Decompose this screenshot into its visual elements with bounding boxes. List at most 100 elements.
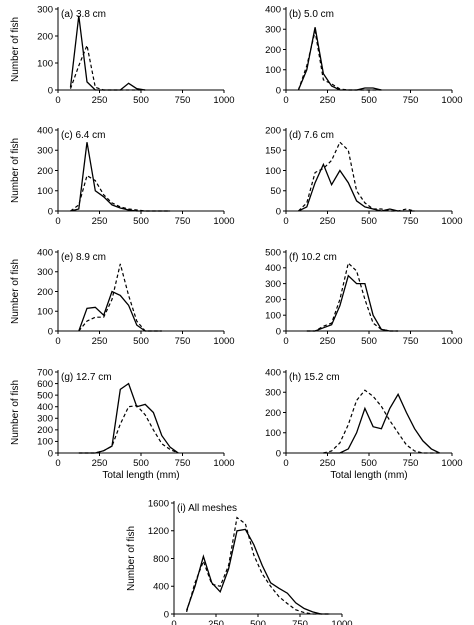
y-tick-label: 0	[276, 448, 281, 459]
panel-title: (c) 6.4 cm	[61, 130, 105, 141]
y-tick-label: 0	[48, 326, 53, 337]
x-tick-label: 750	[403, 95, 419, 106]
y-tick-label: 500	[265, 247, 281, 258]
x-tick-label: 500	[133, 336, 149, 347]
y-tick-label: 400	[37, 402, 53, 413]
y-tick-label: 100	[37, 58, 53, 69]
x-tick-label: 0	[283, 95, 288, 106]
y-tick-label: 200	[265, 408, 281, 419]
x-tick-label: 0	[283, 336, 288, 347]
series-line-solid	[78, 290, 162, 332]
y-tick-label: 400	[265, 263, 281, 274]
x-tick-label: 250	[320, 336, 336, 347]
y-tick-label: 300	[265, 388, 281, 399]
chart-panel-4: 0 50 100 150 200 0 250 500 750 1000 (d) 7.6 cm	[265, 125, 462, 227]
y-tick-label: 0	[48, 448, 53, 459]
series-line-dashed	[323, 389, 440, 454]
panel-title: (f) 10.2 cm	[289, 252, 337, 263]
y-tick-label: 500	[37, 390, 53, 401]
x-tick-label: 1000	[441, 458, 462, 469]
x-tick-label: 250	[92, 458, 108, 469]
x-axis-label: Total length (mm)	[102, 470, 179, 481]
chart-panel-9: 0 400 800 1200 1600 0 250 500 750 1000 (i) All mes…	[126, 498, 353, 625]
y-tick-label: 100	[265, 166, 281, 177]
x-tick-label: 250	[320, 458, 336, 469]
series-line-solid	[297, 27, 382, 91]
series-line-solid	[70, 142, 171, 212]
y-tick-label: 400	[153, 582, 169, 593]
x-tick-label: 250	[92, 336, 108, 347]
x-tick-label: 250	[208, 619, 224, 625]
y-tick-label: 200	[37, 166, 53, 177]
y-tick-label: 1600	[148, 498, 169, 509]
x-tick-label: 500	[361, 216, 377, 227]
y-tick-label: 200	[37, 287, 53, 298]
chart-panel-6: 0 100 200 300 400 500 0 250 500 750 1000 (f) 10.2 c…	[265, 247, 462, 347]
y-tick-label: 100	[265, 65, 281, 76]
series-line-dashed	[70, 174, 171, 212]
y-tick-label: 400	[265, 367, 281, 378]
x-tick-label: 1000	[331, 619, 352, 625]
chart-panel-2: 0 100 200 300 400 0 250 500 750 1000 (b) 5.0 cm	[265, 4, 462, 106]
y-tick-label: 100	[37, 186, 53, 197]
x-tick-label: 750	[175, 216, 191, 227]
y-tick-label: 400	[265, 4, 281, 15]
x-tick-label: 500	[250, 619, 266, 625]
chart-panel-1: 0 100 200 300 0 250 500 750 1000 (a) 3.8 cm Number…	[10, 4, 235, 106]
x-tick-label: 500	[361, 458, 377, 469]
x-tick-label: 750	[175, 95, 191, 106]
series-line-dashed	[186, 516, 330, 615]
chart-panel-8: 0 100 200 300 400 0 250 500 750 1000 (h) 15.2 cm To…	[265, 367, 462, 481]
x-tick-label: 500	[361, 95, 377, 106]
x-tick-label: 750	[175, 458, 191, 469]
x-tick-label: 750	[403, 216, 419, 227]
y-tick-label: 300	[37, 146, 53, 157]
x-tick-label: 250	[320, 216, 336, 227]
y-axis-label: Number of fish	[126, 526, 137, 591]
x-tick-label: 750	[403, 336, 419, 347]
y-tick-label: 200	[265, 295, 281, 306]
series-line-dashed	[306, 261, 399, 332]
y-tick-label: 300	[37, 267, 53, 278]
x-tick-label: 500	[361, 336, 377, 347]
y-tick-label: 50	[270, 186, 281, 197]
y-tick-label: 1200	[148, 526, 169, 537]
y-tick-label: 100	[37, 437, 53, 448]
x-tick-label: 1000	[441, 336, 462, 347]
x-tick-label: 1000	[213, 216, 234, 227]
series-line-solid	[323, 392, 440, 454]
y-axis-label: Number of fish	[10, 17, 21, 82]
series-line-solid	[78, 382, 179, 454]
x-tick-label: 500	[133, 95, 149, 106]
y-tick-label: 200	[37, 425, 53, 436]
y-axis-label: Number of fish	[10, 138, 21, 203]
series-line-dashed	[297, 31, 382, 91]
series-line-solid	[306, 274, 399, 332]
series-line-dashed	[69, 43, 146, 91]
panel-title: (g) 12.7 cm	[61, 372, 112, 383]
x-tick-label: 750	[175, 336, 191, 347]
y-axis-label: Number of fish	[10, 259, 21, 324]
x-tick-label: 1000	[213, 458, 234, 469]
panel-title: (i) All meshes	[177, 503, 237, 514]
x-tick-label: 1000	[441, 216, 462, 227]
y-tick-label: 300	[265, 279, 281, 290]
x-tick-label: 500	[133, 458, 149, 469]
y-tick-label: 0	[276, 85, 281, 96]
panel-title: (a) 3.8 cm	[61, 9, 106, 20]
y-tick-label: 0	[48, 85, 53, 96]
x-tick-label: 1000	[441, 95, 462, 106]
series-line-solid	[69, 15, 146, 91]
series-line-solid	[185, 528, 330, 615]
x-tick-label: 0	[283, 458, 288, 469]
y-tick-label: 600	[37, 379, 53, 390]
y-tick-label: 800	[153, 554, 169, 565]
y-tick-label: 200	[37, 31, 53, 42]
y-tick-label: 150	[265, 146, 281, 157]
y-axis-label: Number of fish	[10, 380, 21, 445]
x-tick-label: 0	[171, 619, 176, 625]
y-tick-label: 100	[265, 311, 281, 322]
x-tick-label: 750	[292, 619, 308, 625]
x-tick-label: 250	[92, 216, 108, 227]
